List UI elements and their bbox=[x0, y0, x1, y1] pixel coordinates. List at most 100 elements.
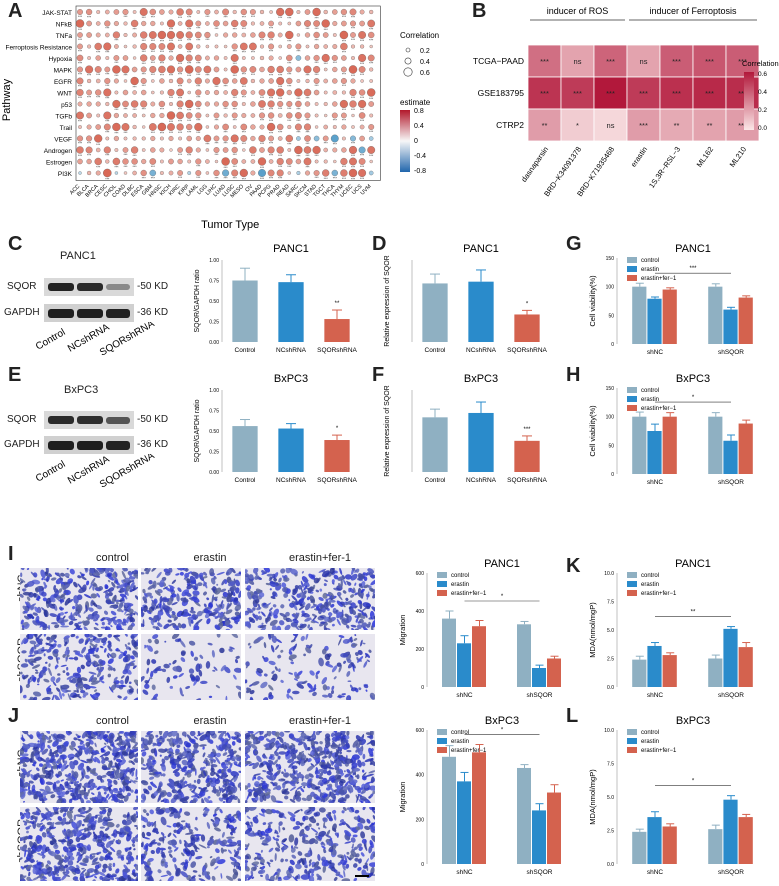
bar bbox=[632, 831, 647, 864]
cell-blob bbox=[27, 634, 30, 640]
cell-blob bbox=[294, 789, 298, 798]
cell-blob bbox=[148, 580, 153, 585]
dot-sig: *** bbox=[233, 165, 238, 169]
dot bbox=[104, 66, 111, 73]
dot bbox=[159, 90, 164, 95]
cell-blob bbox=[176, 744, 181, 748]
cell-blob bbox=[135, 864, 138, 871]
cell-blob bbox=[32, 696, 38, 700]
cell-blob bbox=[318, 731, 322, 733]
cell-blob bbox=[179, 639, 186, 648]
cell-blob bbox=[168, 807, 174, 811]
cell-blob bbox=[171, 844, 177, 849]
cell-blob bbox=[187, 823, 191, 831]
cell-blob bbox=[20, 581, 24, 586]
cell-blob bbox=[172, 780, 180, 785]
dot-sig: *** bbox=[78, 61, 83, 65]
cell-blob bbox=[90, 577, 96, 585]
cell-blob bbox=[100, 618, 104, 622]
dot bbox=[287, 148, 292, 152]
bar bbox=[738, 647, 753, 687]
dot bbox=[223, 113, 228, 118]
cell-blob bbox=[128, 767, 136, 773]
dot bbox=[332, 9, 338, 15]
cell-blob bbox=[83, 816, 90, 823]
dot bbox=[369, 44, 373, 49]
cell-blob bbox=[62, 670, 66, 673]
cell-blob bbox=[357, 866, 362, 871]
dot bbox=[214, 33, 219, 37]
cell-blob bbox=[80, 815, 86, 818]
dot bbox=[367, 54, 375, 62]
cell-blob bbox=[194, 574, 199, 579]
dot bbox=[268, 135, 274, 142]
cell-blob bbox=[216, 583, 219, 586]
cell-blob bbox=[79, 862, 88, 866]
cell-blob bbox=[340, 601, 346, 606]
cell-blob bbox=[136, 688, 138, 694]
cell-blob bbox=[212, 669, 216, 672]
heatmap-cell bbox=[593, 76, 628, 110]
cell-blob bbox=[76, 782, 82, 791]
cell-blob bbox=[146, 831, 152, 837]
cell-blob bbox=[332, 607, 338, 614]
cell-blob bbox=[99, 826, 105, 829]
cell-blob bbox=[372, 593, 375, 599]
cell-blob bbox=[191, 790, 196, 793]
cell-blob bbox=[98, 585, 103, 591]
cell-blob bbox=[20, 568, 25, 571]
dot-sig: *** bbox=[269, 73, 274, 77]
cell-blob bbox=[234, 736, 238, 740]
bar bbox=[723, 799, 738, 864]
cell-blob bbox=[130, 779, 136, 784]
dot-sig: *** bbox=[123, 74, 128, 78]
cell-blob bbox=[80, 677, 88, 682]
dot bbox=[368, 101, 375, 107]
cell-blob bbox=[224, 579, 228, 585]
cell-blob bbox=[349, 606, 352, 609]
dot-sig: *** bbox=[305, 119, 310, 123]
cell-blob bbox=[221, 603, 225, 610]
dot bbox=[359, 9, 365, 15]
cell-blob bbox=[96, 568, 103, 570]
cell-blob bbox=[23, 615, 30, 620]
dot bbox=[258, 89, 266, 96]
cell-blob bbox=[346, 769, 351, 774]
dot bbox=[205, 44, 210, 49]
cell-blob bbox=[246, 610, 252, 614]
panel-letter-k: K bbox=[566, 555, 581, 577]
cell-blob bbox=[157, 842, 161, 846]
dot bbox=[295, 43, 302, 50]
cell-blob bbox=[107, 745, 112, 751]
cell-blob bbox=[96, 731, 100, 734]
legend-swatch bbox=[627, 405, 637, 411]
dot-sig: *** bbox=[78, 28, 83, 32]
cell-blob bbox=[190, 837, 196, 846]
cell-blob bbox=[153, 791, 158, 797]
cell-blob bbox=[144, 645, 149, 649]
dot-sig: *** bbox=[87, 15, 92, 19]
cell-blob bbox=[275, 644, 280, 650]
cell-blob bbox=[163, 835, 167, 839]
cell-blob bbox=[158, 731, 163, 736]
cell-blob bbox=[23, 865, 27, 869]
cell-blob bbox=[258, 615, 262, 621]
x-tick: NCshRNA bbox=[276, 347, 307, 354]
cell-blob bbox=[55, 656, 59, 664]
dot-sig: *** bbox=[242, 177, 247, 181]
dot-sig: *** bbox=[78, 120, 83, 124]
dot-sig: *** bbox=[242, 85, 247, 89]
cell-blob bbox=[222, 591, 228, 598]
cell-blob bbox=[304, 603, 311, 611]
heatmap-row-label: TCGA−PAAD bbox=[473, 56, 524, 66]
cell-blob bbox=[186, 578, 190, 583]
dot bbox=[212, 76, 221, 86]
cell-blob bbox=[90, 680, 100, 685]
dot bbox=[87, 78, 92, 84]
cell-blob bbox=[296, 756, 299, 760]
cell-blob bbox=[228, 581, 236, 587]
cell-blob bbox=[199, 767, 204, 771]
dot bbox=[159, 136, 164, 141]
cell-blob bbox=[173, 616, 178, 621]
dot-sig: *** bbox=[269, 131, 274, 135]
